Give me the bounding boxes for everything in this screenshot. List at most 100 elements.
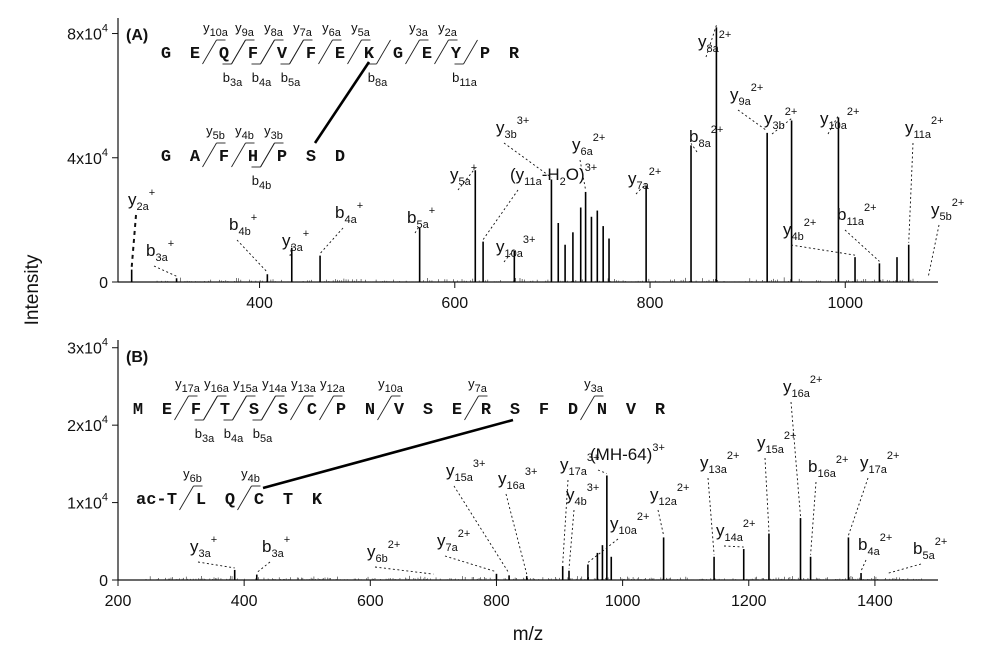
panela-peptide1-residue: E	[190, 45, 200, 64]
panelb-annotation-leader	[657, 509, 665, 536]
panelb-peptide1-y-label: y7a	[468, 376, 488, 395]
panelb-annotation-sup: 2+	[677, 482, 690, 494]
panela-peptide1-y-label-sub: 6a	[329, 27, 342, 39]
panelb-peptide1-y-label-sub: 7a	[475, 383, 488, 395]
panela-peptide1-y-label: y6a	[322, 20, 342, 39]
panelb-annotation-sup: 3+	[473, 458, 486, 470]
panela-peptide1-residue: Y	[451, 45, 462, 64]
panela-annotation-leader	[153, 265, 177, 277]
panelb-annotation-main: y	[783, 377, 792, 396]
panelb-annotation-leader	[568, 509, 575, 569]
panela-peptide2-b-label-main: b	[252, 173, 259, 188]
panelb-peptide1-cleavage-line	[319, 395, 334, 421]
panelb-peptide1-y-label-main: y	[233, 376, 240, 391]
panela-annotation-sub: 3a	[155, 252, 168, 264]
panelb-peptide1-y-label-sub: 16a	[211, 383, 230, 395]
panela-annotation-sub: 11a	[846, 216, 864, 228]
panela-annotation-sup: 3+	[517, 115, 530, 127]
panela-peptide1-y-label-main: y	[235, 20, 242, 35]
panelb-peptide2-residue: Q	[225, 491, 235, 510]
panela-peptide2-y-label-main: y	[235, 123, 242, 138]
panelb-annotation: y3a +	[190, 534, 217, 560]
panelb-annotation: b16a2+	[808, 454, 848, 480]
panela-annotation: b3a+	[146, 238, 174, 264]
panela-peptide1-cleavage-line	[231, 39, 246, 65]
panelb-peptide2-y-label: y4b	[241, 466, 260, 485]
panelb-peptide1-residue: N	[597, 401, 607, 420]
panelb-annotation-leader	[256, 561, 271, 573]
panelb-annotation-main: y	[566, 485, 575, 504]
panela-annotation-main: b	[407, 208, 416, 227]
panelb-x-tick-label: 1200	[731, 593, 767, 610]
panelb-peptide2-y-label-sub: 4b	[248, 473, 260, 485]
panelb-y-tick-label: 2x104	[67, 414, 108, 435]
panela-peptide2-residue: F	[219, 148, 229, 167]
panelb-label: (B)	[126, 349, 148, 366]
panelb-x-tick-label: 800	[483, 593, 510, 610]
panelb-annotation-leader	[848, 477, 869, 536]
panelb-annotation-main: y	[498, 469, 507, 488]
panelb-peptide1-residue: S	[278, 401, 288, 420]
panela-peptide2-residue: H	[248, 148, 258, 167]
panela-annotation-main: y	[282, 231, 291, 250]
panela-peptide1-cleavage-line	[318, 39, 333, 65]
panela-annotation-sup: 2+	[804, 217, 817, 229]
panelb-peptide2-residue: C	[254, 491, 264, 510]
panelb-annotation-main: y	[650, 485, 659, 504]
panela-annotation: y3b2+	[764, 106, 797, 132]
panelb-peptide2-residue: K	[312, 491, 323, 510]
panela-annotation: b4a+	[335, 200, 363, 226]
panela-annotation-sup: 2+	[751, 82, 764, 94]
panela-annotation: y7a 2+	[628, 166, 661, 192]
panela-peptide1-b-label-sub: 3a	[230, 77, 243, 89]
panela-peptide1-residue: V	[277, 45, 288, 64]
panelb-annotation-sup: 2+	[743, 518, 756, 530]
panelb-peptide1-b-label-main: b	[253, 426, 260, 441]
panelb-peptide2-y-label-sub: 6b	[190, 473, 202, 485]
panela-annotation-leader	[737, 109, 768, 132]
panela-peptide1-y-label: y3a	[409, 20, 429, 39]
panela-peptide2-b-label: b4b	[252, 173, 271, 192]
panela-peptide1-y-label: y9a	[235, 20, 255, 39]
panelb-peptide1-cleavage-line	[261, 395, 276, 421]
panelb-x-tick-label: 1000	[605, 593, 641, 610]
panelb-annotation-sub: 13a	[709, 464, 728, 476]
panelb-annotation-leader	[723, 545, 744, 548]
panelb-peptide1-residue: F	[191, 401, 201, 420]
panelb-peptide1-cleavage-line	[203, 395, 218, 421]
panela-x-tick-label: 800	[637, 295, 664, 312]
panela-peptide1-b-label-sub: 4a	[259, 77, 272, 89]
panela-annotation-tail2: O)	[566, 165, 585, 184]
panelb-annotation-leader	[562, 479, 569, 565]
panelb-peptide1-y-label: y15a	[233, 376, 259, 395]
panela-x-tick-label: 600	[441, 295, 468, 312]
panelb-annotation-sup: 2+	[836, 454, 849, 466]
panelb-peptide1-residue: V	[394, 401, 405, 420]
panelb-annotation-sub: 17a	[869, 464, 888, 476]
panelb-annotation-sup: 2+	[784, 430, 797, 442]
panelb-annotation-sup: 2+	[880, 532, 893, 544]
panela-annotation: (y11a-H2O)3+	[510, 162, 597, 188]
panelb-peptide1-y-label: y14a	[262, 376, 288, 395]
panelb-peptide1-residue: V	[626, 401, 637, 420]
panela-annotation-leader	[844, 229, 880, 262]
panela-peptide1-y-label-sub: 9a	[242, 27, 255, 39]
panela-annotation-leader	[503, 142, 552, 178]
panelb-annotation: y15a 3+	[446, 458, 485, 484]
panela-annotation-main: y	[698, 32, 707, 51]
panelb-x-tick-label: 400	[231, 593, 258, 610]
panela-annotation-main: b	[837, 205, 846, 224]
panelb-annotation-main: b	[858, 535, 867, 554]
panela-annotation-main: y	[572, 135, 581, 154]
panelb-x-tick-label: 600	[357, 593, 384, 610]
panela-annotation-main: y	[730, 85, 739, 104]
y-axis-label: Intensity	[22, 254, 43, 325]
panelb-annotation-sup: 2+	[388, 539, 401, 551]
panelb-annotation-main: y	[860, 453, 869, 472]
panelb-peptide2-y-label-main: y	[241, 466, 248, 481]
panela-annotation-main: y	[783, 220, 792, 239]
panelb-annotation-sup: +	[211, 534, 217, 546]
panelb-annotation-main: y	[437, 531, 446, 550]
